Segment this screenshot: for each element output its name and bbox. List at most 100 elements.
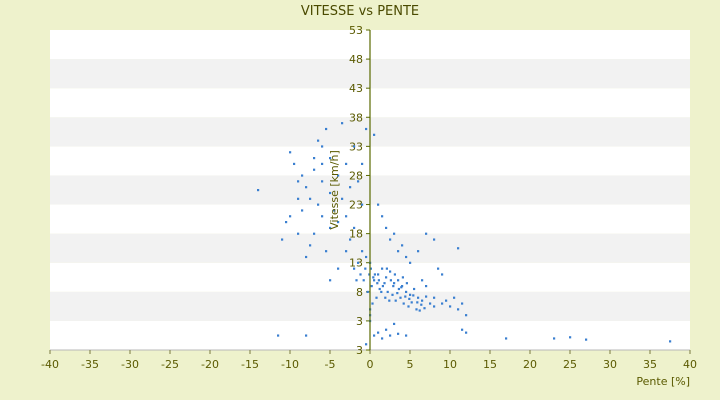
- data-point: [372, 276, 375, 279]
- data-point: [449, 305, 452, 308]
- data-point: [384, 296, 387, 299]
- data-point: [407, 305, 410, 308]
- data-point: [289, 215, 292, 218]
- data-point: [417, 250, 420, 253]
- data-point: [321, 180, 324, 183]
- data-point: [321, 162, 324, 166]
- data-point: [425, 295, 428, 298]
- data-point: [381, 267, 384, 270]
- y-tick-label: 18: [349, 228, 363, 241]
- data-point: [505, 337, 508, 340]
- x-tick-label: 20: [523, 358, 537, 371]
- data-point: [305, 255, 308, 259]
- data-point: [553, 337, 556, 340]
- data-point: [317, 139, 320, 142]
- data-point: [408, 297, 411, 300]
- x-tick-label: 0: [367, 358, 374, 371]
- data-point: [393, 322, 396, 326]
- data-point: [357, 261, 360, 264]
- x-tick-label: -35: [81, 358, 99, 371]
- y-tick-label: 53: [349, 24, 363, 37]
- data-point: [465, 331, 468, 334]
- data-point: [410, 301, 413, 304]
- x-tick-label: -5: [325, 358, 336, 371]
- data-point: [457, 247, 460, 250]
- data-point: [425, 285, 428, 288]
- data-point: [445, 299, 448, 302]
- data-point: [366, 290, 369, 294]
- data-point: [389, 279, 392, 282]
- x-tick-label: 35: [643, 358, 657, 371]
- data-point: [345, 215, 348, 218]
- data-point: [415, 308, 418, 311]
- data-point: [420, 303, 423, 306]
- data-point: [405, 255, 408, 259]
- data-point: [321, 215, 324, 218]
- data-point: [362, 279, 365, 282]
- x-tick-label: 10: [443, 358, 457, 371]
- data-point: [293, 162, 296, 166]
- data-point: [359, 273, 362, 276]
- data-point: [397, 279, 400, 282]
- data-point: [388, 299, 391, 302]
- data-point: [321, 145, 324, 148]
- data-point: [337, 221, 340, 224]
- y-tick-label: 3: [356, 344, 363, 357]
- data-point: [301, 174, 304, 177]
- data-point: [317, 203, 320, 206]
- x-tick-label: 30: [603, 358, 617, 371]
- data-point: [441, 273, 444, 276]
- x-tick-label: 5: [407, 358, 414, 371]
- data-point: [285, 221, 288, 224]
- data-point: [391, 293, 394, 296]
- data-point: [345, 162, 348, 166]
- data-point: [297, 232, 300, 235]
- data-point: [371, 302, 374, 305]
- data-point: [585, 338, 588, 341]
- data-point: [416, 301, 419, 304]
- data-point: [377, 331, 380, 334]
- x-tick-label: 25: [563, 358, 577, 371]
- data-point: [297, 180, 300, 183]
- data-point: [329, 226, 332, 230]
- data-point: [433, 238, 436, 241]
- data-point: [405, 334, 408, 337]
- data-point: [386, 290, 389, 294]
- data-point: [421, 299, 424, 302]
- y-tick-label: 38: [349, 111, 363, 124]
- data-point: [392, 285, 395, 288]
- y-axis-label: Vitesse [km/h]: [328, 150, 341, 230]
- x-axis-label: Pente [%]: [636, 375, 690, 388]
- y-tick-label: 23: [349, 199, 363, 212]
- y-tick-label: 13: [349, 257, 363, 270]
- data-point: [361, 203, 364, 206]
- data-point: [365, 343, 368, 346]
- data-point: [404, 295, 407, 298]
- data-point: [394, 299, 397, 302]
- data-point: [397, 287, 400, 291]
- data-point: [389, 270, 392, 273]
- x-axis-ticks: -40 -35 -30 -25 -20 -15 -10 -5 0 5 10 15 20 25 30 35 40: [41, 350, 697, 371]
- chart-title: VITESSE vs PENTE: [301, 4, 419, 19]
- data-point: [402, 302, 405, 305]
- y-tick-label: 28: [349, 169, 363, 182]
- data-point: [325, 250, 328, 253]
- data-point: [461, 328, 464, 331]
- data-point: [400, 286, 403, 289]
- data-point: [385, 267, 388, 270]
- x-tick-label: -25: [161, 358, 179, 371]
- data-point: [373, 133, 376, 136]
- data-point: [305, 186, 308, 189]
- data-point: [353, 267, 356, 270]
- data-point: [385, 328, 388, 331]
- data-point: [378, 287, 381, 291]
- data-point: [361, 162, 364, 166]
- data-point: [401, 276, 404, 279]
- data-point: [337, 267, 340, 270]
- data-point: [373, 334, 376, 337]
- data-point: [669, 340, 672, 343]
- data-point: [349, 186, 352, 189]
- data-point: [412, 294, 415, 297]
- data-point: [405, 290, 408, 294]
